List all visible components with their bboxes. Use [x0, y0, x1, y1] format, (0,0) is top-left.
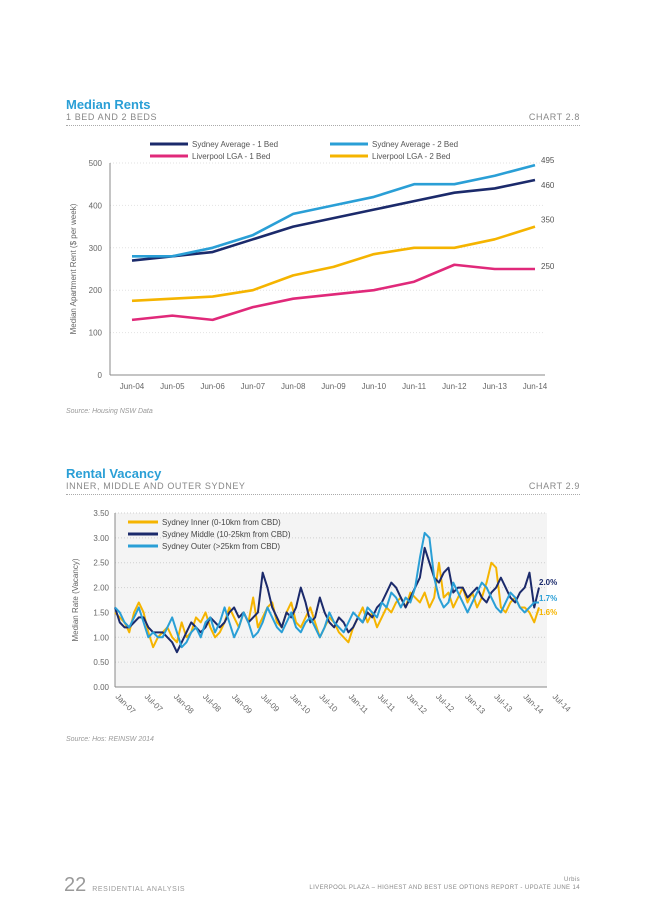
y-tick-label: 2.50: [93, 559, 109, 568]
rental-vacancy-header: Rental Vacancy INNER, MIDDLE AND OUTER S…: [66, 466, 580, 495]
y-tick-label: 500: [89, 159, 103, 168]
series-line: [114, 531, 539, 649]
x-tick-label: Jun-11: [402, 382, 426, 391]
x-tick-label: Jan-09: [230, 692, 254, 716]
series-line: [131, 178, 536, 262]
median-rents-header: Median Rents 1 BED AND 2 BEDS CHART 2.8: [66, 97, 580, 126]
x-tick-label: Jun-05: [160, 382, 185, 391]
x-tick-label: Jul-10: [318, 692, 340, 714]
x-tick-label: Jun-13: [482, 382, 507, 391]
y-axis-label: Median Apartment Rent ($ per week): [69, 203, 78, 334]
x-tick-label: Jun-07: [241, 382, 266, 391]
y-axis-label: Median Rate (Vacancy): [71, 558, 80, 641]
median-rents-chart: 0 100 200 300 400 500 Jun-04 Jun-05 Jun-06 Jun-07…: [69, 140, 555, 391]
chart-a-number: CHART 2.8: [528, 112, 580, 122]
footer-section: RESIDENTIAL ANALYSIS: [92, 886, 186, 893]
x-tick-label: Jun-09: [321, 382, 346, 391]
x-tick-label: Jan-08: [172, 692, 196, 716]
chart-a-source: Source: Housing NSW Data: [66, 408, 153, 415]
x-tick-label: Jul-09: [259, 692, 281, 714]
y-tick-label: 1.00: [93, 633, 109, 642]
y-tick-label: 3.00: [93, 534, 109, 543]
footer-report-title: LIVERPOOL PLAZA – HIGHEST AND BEST USE O…: [309, 885, 580, 891]
x-tick-label: Jan-14: [521, 692, 545, 716]
y-tick-label: 1.50: [93, 608, 109, 617]
x-tick-label: Jun-04: [120, 382, 145, 391]
page-number: 22: [64, 874, 87, 896]
legend-label: Sydney Middle (10-25km from CBD): [162, 530, 291, 539]
x-tick-label: Jun-14: [523, 382, 548, 391]
x-tick-label: Jun-08: [281, 382, 306, 391]
y-tick-label: 200: [89, 286, 103, 295]
legend-label: Sydney Outer (>25km from CBD): [162, 542, 280, 551]
series-line: [131, 225, 536, 303]
end-value-label: 2.0%: [539, 578, 557, 587]
end-value-label: 1.7%: [539, 594, 557, 603]
x-tick-label: Jun-10: [362, 382, 387, 391]
y-tick-label: 3.50: [93, 509, 109, 518]
divider: [66, 125, 580, 126]
y-tick-label: 0.00: [93, 683, 109, 692]
chart-a-title: Median Rents: [66, 97, 151, 112]
x-tick-label: Jul-12: [434, 692, 456, 714]
end-value-label: 250: [541, 262, 555, 271]
footer-company: Urbis: [563, 877, 580, 883]
chart-a-subtitle: 1 BED AND 2 BEDS: [66, 112, 158, 122]
legend-label: Sydney Average - 2 Bed: [372, 140, 458, 149]
chart-b-source: Source: Hos: REINSW 2014: [66, 736, 154, 743]
chart-b-number: CHART 2.9: [528, 481, 580, 491]
divider: [66, 494, 580, 495]
plot-background: [115, 513, 547, 687]
x-tick-label: Jun-12: [442, 382, 467, 391]
y-tick-label: 0: [98, 371, 103, 380]
footer-left: 22 RESIDENTIAL ANALYSIS: [64, 874, 185, 897]
x-tick-label: Jul-08: [201, 692, 223, 714]
y-tick-label: 100: [89, 329, 103, 338]
x-tick-label: Jul-07: [143, 692, 165, 714]
x-tick-label: Jan-11: [347, 692, 371, 716]
x-tick-label: Jul-14: [551, 692, 573, 714]
x-tick-label: Jul-11: [376, 692, 398, 714]
y-tick-label: 300: [89, 244, 103, 253]
y-tick-label: 0.50: [93, 658, 109, 667]
x-tick-label: Jan-12: [405, 692, 429, 716]
legend-label: Liverpool LGA - 2 Bed: [372, 152, 450, 161]
y-tick-label: 400: [89, 201, 103, 210]
end-value-label: 460: [541, 181, 555, 190]
x-tick-label: Jun-06: [200, 382, 225, 391]
series-line: [132, 163, 536, 258]
x-tick-label: Jan-07: [114, 692, 138, 716]
end-value-label: 495: [541, 156, 555, 165]
legend-label: Sydney Average - 1 Bed: [192, 140, 278, 149]
legend-label: Liverpool LGA - 1 Bed: [192, 152, 270, 161]
footer-right: Urbis LIVERPOOL PLAZA – HIGHEST AND BEST…: [309, 876, 580, 892]
end-value-label: 350: [541, 216, 555, 225]
y-tick-label: 2.00: [93, 584, 109, 593]
end-value-label: 1.6%: [539, 608, 557, 617]
legend-label: Sydney Inner (0-10km from CBD): [162, 518, 281, 527]
chart-b-title: Rental Vacancy: [66, 466, 162, 481]
x-tick-label: Jan-13: [463, 692, 487, 716]
series-line: [131, 263, 535, 322]
x-tick-label: Jul-13: [492, 692, 514, 714]
x-tick-label: Jan-10: [288, 692, 312, 716]
chart-b-subtitle: INNER, MIDDLE AND OUTER SYDNEY: [66, 481, 246, 491]
